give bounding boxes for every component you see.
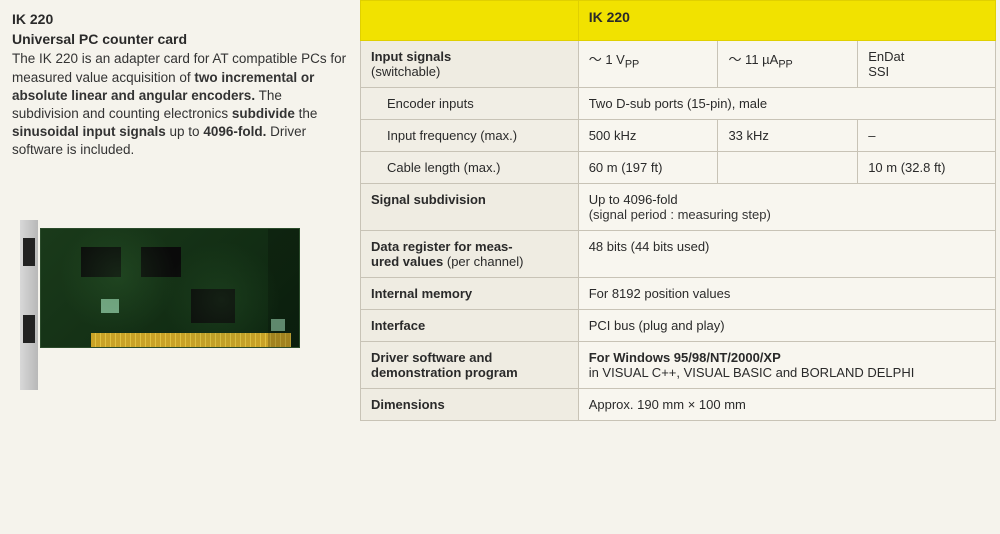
product-code: IK 220 (12, 10, 348, 28)
row-input-signals: Input signals (switchable) 〜 1 VPP 〜 11 … (361, 41, 996, 88)
val: Up to 4096-fold (589, 192, 678, 207)
desc-mid3: up to (166, 124, 204, 139)
label: Signal subdivision (371, 192, 486, 207)
rowhead-input-signals: Input signals (switchable) (361, 41, 579, 88)
rowhead: Encoder inputs (361, 88, 579, 120)
label: Data register for meas- (371, 239, 513, 254)
val: SSI (868, 64, 889, 79)
header-product-label: IK 220 (589, 9, 630, 25)
rowhead: Signal subdivision (361, 184, 579, 231)
row-input-freq: Input frequency (max.) 500 kHz 33 kHz – (361, 120, 996, 152)
row-internal-memory: Internal memory For 8192 position values (361, 278, 996, 310)
label: demonstration program (371, 365, 518, 380)
rowhead: Cable length (max.) (361, 152, 579, 184)
left-column: IK 220 Universal PC counter card The IK … (0, 0, 360, 534)
val: EnDat (868, 49, 904, 64)
cell (718, 152, 858, 184)
rowhead: Driver software and demonstration progra… (361, 342, 579, 389)
description: The IK 220 is an adapter card for AT com… (12, 50, 348, 159)
cell: 500 kHz (578, 120, 718, 152)
cell: 〜 11 µAPP (718, 41, 858, 88)
val-sub: (signal period : measuring step) (589, 207, 771, 222)
row-driver-software: Driver software and demonstration progra… (361, 342, 996, 389)
port-icon (23, 315, 35, 343)
label: Interface (371, 318, 425, 333)
rowhead: Dimensions (361, 389, 579, 421)
row-dimensions: Dimensions Approx. 190 mm × 100 mm (361, 389, 996, 421)
cell: Two D-sub ports (15-pin), male (578, 88, 995, 120)
cell: PCI bus (plug and play) (578, 310, 995, 342)
page: IK 220 Universal PC counter card The IK … (0, 0, 1000, 534)
rowhead: Input frequency (max.) (361, 120, 579, 152)
cell: For Windows 95/98/NT/2000/XP in VISUAL C… (578, 342, 995, 389)
cell: For 8192 position values (578, 278, 995, 310)
desc-bold2: subdivide (232, 106, 295, 121)
rowhead: Interface (361, 310, 579, 342)
sublabel: (switchable) (371, 64, 440, 79)
desc-bold4: 4096-fold. (203, 124, 266, 139)
cell: Approx. 190 mm × 100 mm (578, 389, 995, 421)
val: in VISUAL C++, VISUAL BASIC and BORLAND … (589, 365, 915, 380)
cell: 33 kHz (718, 120, 858, 152)
label: Driver software and (371, 350, 492, 365)
val-sub: PP (625, 59, 639, 71)
cell: 60 m (197 ft) (578, 152, 718, 184)
cell: EnDat SSI (858, 41, 996, 88)
rowhead: Internal memory (361, 278, 579, 310)
chip-icon (101, 299, 119, 313)
cell: Up to 4096-fold (signal period : measuri… (578, 184, 995, 231)
table-header-row: IK 220 (361, 1, 996, 41)
label: Internal memory (371, 286, 472, 301)
label: ured values (371, 254, 443, 269)
val-sub: PP (778, 59, 792, 71)
spec-table-wrap: IK 220 Input signals (switchable) 〜 1 VP… (360, 0, 1000, 534)
label: Dimensions (371, 397, 445, 412)
chip-icon (191, 289, 235, 323)
header-product: IK 220 (578, 1, 995, 41)
val: 〜 1 V (589, 52, 625, 67)
cell: 48 bits (44 bits used) (578, 231, 995, 278)
val: 〜 11 µA (728, 52, 778, 67)
product-image (12, 220, 312, 390)
row-signal-subdiv: Signal subdivision Up to 4096-fold (sign… (361, 184, 996, 231)
product-subtitle: Universal PC counter card (12, 30, 348, 48)
desc-mid2: the (295, 106, 318, 121)
row-data-register: Data register for meas- ured values (per… (361, 231, 996, 278)
pcb-icon (40, 228, 300, 348)
cell: 〜 1 VPP (578, 41, 718, 88)
label: Input signals (371, 49, 451, 64)
chip-icon (81, 247, 121, 277)
row-cable-len: Cable length (max.) 60 m (197 ft) 10 m (… (361, 152, 996, 184)
row-interface: Interface PCI bus (plug and play) (361, 310, 996, 342)
port-icon (23, 238, 35, 266)
chip-icon (271, 319, 285, 331)
header-empty (361, 1, 579, 41)
rowhead: Data register for meas- ured values (per… (361, 231, 579, 278)
cell: – (858, 120, 996, 152)
desc-bold3: sinusoidal input signals (12, 124, 166, 139)
sublabel: (per channel) (443, 254, 523, 269)
spec-table: IK 220 Input signals (switchable) 〜 1 VP… (360, 0, 996, 421)
val-bold: For Windows 95/98/NT/2000/XP (589, 350, 781, 365)
row-encoder-inputs: Encoder inputs Two D-sub ports (15-pin),… (361, 88, 996, 120)
chip-icon (141, 247, 181, 277)
cell: 10 m (32.8 ft) (858, 152, 996, 184)
edge-connector-icon (91, 333, 291, 347)
